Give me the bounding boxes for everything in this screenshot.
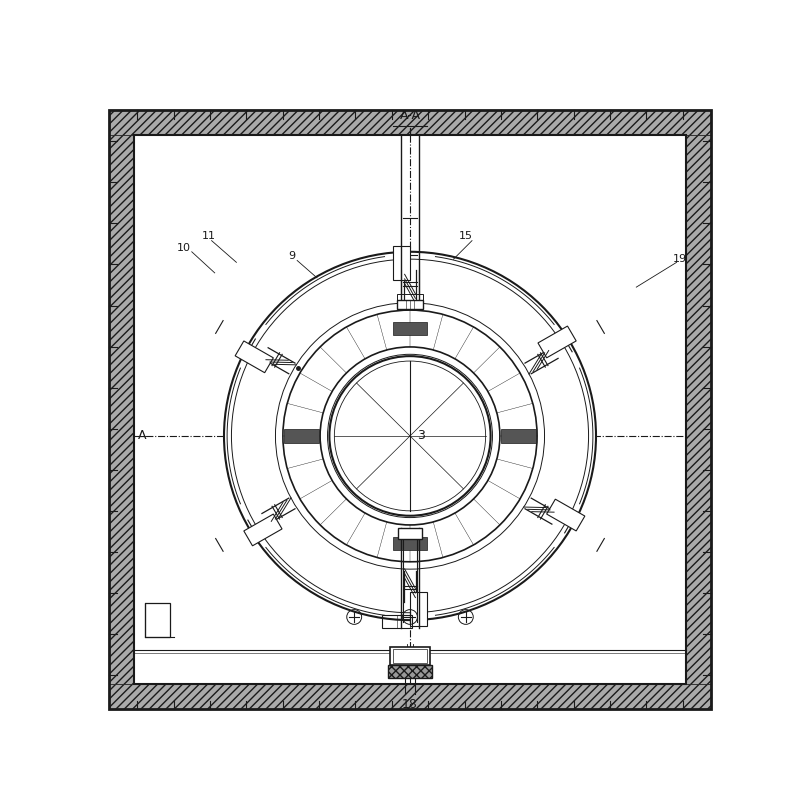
Bar: [382, 615, 412, 628]
Bar: [398, 528, 422, 539]
Text: 11: 11: [202, 230, 215, 241]
Bar: [110, 684, 710, 709]
Bar: [134, 135, 686, 684]
Polygon shape: [235, 341, 274, 372]
Text: 19: 19: [673, 255, 686, 264]
Bar: [393, 537, 427, 550]
Text: 3: 3: [418, 429, 425, 443]
Bar: [393, 322, 427, 335]
Bar: [397, 294, 423, 301]
Polygon shape: [546, 499, 585, 531]
Bar: [393, 649, 427, 663]
Polygon shape: [538, 326, 576, 358]
Polygon shape: [244, 514, 282, 546]
Text: 15: 15: [459, 230, 473, 241]
Text: A: A: [138, 429, 146, 443]
Bar: [388, 665, 432, 679]
Text: 10: 10: [177, 243, 190, 253]
Bar: [285, 429, 318, 443]
Bar: [110, 111, 710, 135]
Polygon shape: [410, 592, 427, 626]
Text: 9: 9: [289, 251, 296, 261]
Bar: [146, 604, 170, 638]
Bar: [397, 301, 423, 309]
Bar: [686, 135, 710, 684]
Text: A-A: A-A: [399, 109, 421, 122]
Bar: [390, 647, 430, 665]
Polygon shape: [393, 246, 410, 280]
Bar: [110, 135, 134, 684]
Text: 18: 18: [402, 698, 418, 711]
Ellipse shape: [224, 252, 596, 620]
Bar: [502, 429, 535, 443]
